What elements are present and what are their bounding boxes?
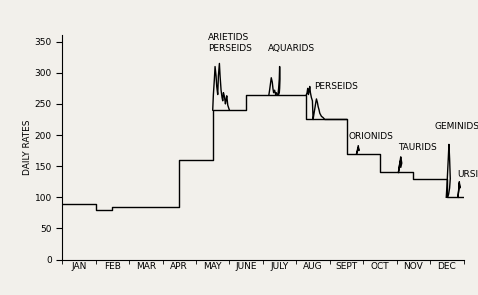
Text: GEMINIDS: GEMINIDS <box>434 122 478 131</box>
Text: PERSEIDS: PERSEIDS <box>314 82 358 91</box>
Text: TAURIDS: TAURIDS <box>398 143 437 153</box>
Text: ARIETIDS
PERSEIDS: ARIETIDS PERSEIDS <box>207 33 251 53</box>
Text: AQUARIDS: AQUARIDS <box>268 44 315 53</box>
Text: URSID: URSID <box>457 170 478 179</box>
Text: ORIONIDS: ORIONIDS <box>348 132 393 141</box>
Y-axis label: DAILY RATES: DAILY RATES <box>22 120 32 175</box>
